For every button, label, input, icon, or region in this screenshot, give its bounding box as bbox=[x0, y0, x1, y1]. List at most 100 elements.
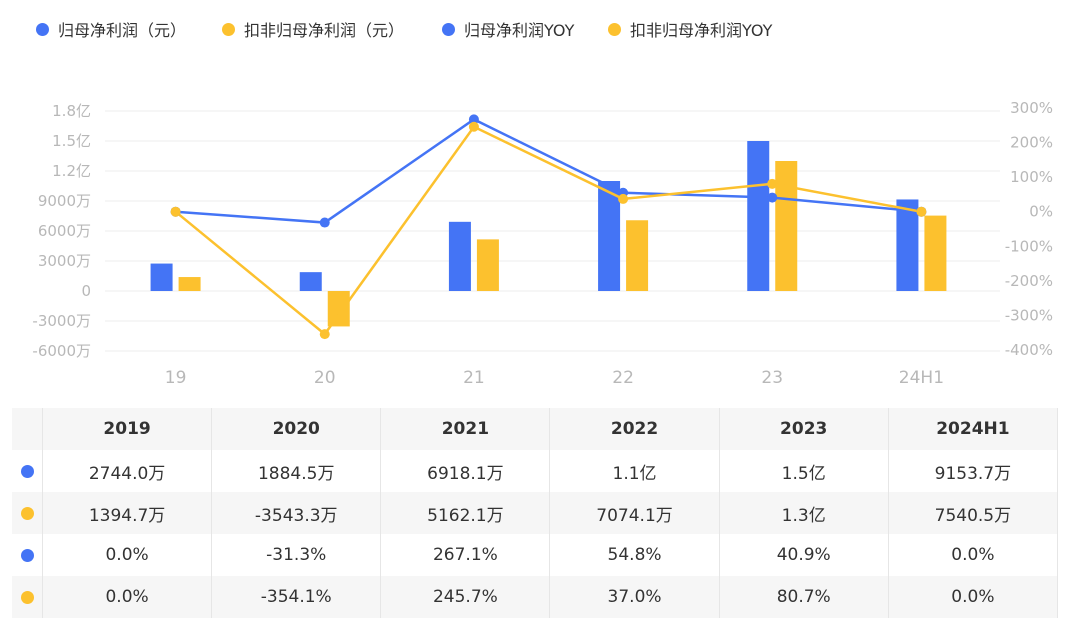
legend-label-net-profit-yoy: 归母净利润YOY bbox=[464, 21, 575, 40]
blue-dot-icon bbox=[20, 548, 34, 562]
profit-chart: 1.8亿 1.5亿 1.2亿 9000万 6000万 3000万 0 -3000万 -6000万… bbox=[32, 99, 1053, 388]
legend-dot-net-profit bbox=[36, 22, 49, 36]
right-axis-tick: 0% bbox=[1029, 203, 1053, 221]
table-row-deducted-profit-yoy: 0.0% -354.1% 245.7% 37.0% 80.7% 0.0% bbox=[12, 576, 1059, 618]
legend-dot-deducted-profit bbox=[222, 22, 235, 36]
left-axis-tick: 0 bbox=[81, 282, 91, 300]
blue-dot-icon bbox=[20, 464, 34, 478]
table-cell: 7540.5万 bbox=[888, 492, 1059, 534]
table-cell: 245.7% bbox=[380, 576, 551, 618]
x-axis-tick: 19 bbox=[165, 368, 187, 388]
table-cell: -31.3% bbox=[211, 534, 382, 576]
point-deducted-profit-yoy bbox=[916, 206, 927, 217]
table-cell: 1394.7万 bbox=[42, 492, 213, 534]
row-marker bbox=[12, 576, 43, 618]
table-cell: 1.3亿 bbox=[719, 492, 889, 534]
row-marker bbox=[12, 534, 43, 576]
right-axis-tick: 100% bbox=[1010, 168, 1053, 186]
row-marker bbox=[12, 450, 43, 492]
left-axis-tick: 6000万 bbox=[38, 222, 91, 240]
bar-deducted-profit bbox=[476, 239, 499, 291]
table-cell: 2744.0万 bbox=[42, 450, 213, 492]
legend-dot-net-profit-yoy bbox=[442, 22, 455, 36]
bar-net-profit bbox=[598, 181, 621, 291]
right-axis-tick: 300% bbox=[1010, 99, 1053, 117]
right-axis-tick: -300% bbox=[1005, 306, 1053, 324]
bar-deducted-profit bbox=[626, 220, 649, 291]
x-axis-tick: 23 bbox=[761, 368, 783, 388]
x-axis-tick: 21 bbox=[463, 368, 485, 388]
table-cell: 1.1亿 bbox=[549, 450, 720, 492]
table-row-deducted-profit: 1394.7万 -3543.3万 5162.1万 7074.1万 1.3亿 75… bbox=[12, 492, 1059, 534]
table-cell: 1.5亿 bbox=[719, 450, 889, 492]
header-cell: 2020 bbox=[211, 408, 382, 450]
right-axis-tick: -100% bbox=[1005, 237, 1053, 255]
table-cell: 267.1% bbox=[380, 534, 551, 576]
header-marker-cell bbox=[12, 408, 43, 450]
bar-net-profit bbox=[150, 263, 173, 291]
point-net-profit-yoy bbox=[319, 217, 330, 228]
line-net-profit-yoy bbox=[175, 117, 922, 224]
table-header-row: 2019 2020 2021 2022 2023 2024H1 bbox=[12, 408, 1059, 450]
left-axis-tick: 1.5亿 bbox=[52, 132, 91, 150]
left-axis-tick: 9000万 bbox=[38, 192, 91, 210]
point-deducted-profit-yoy bbox=[618, 193, 629, 204]
table-cell: 6918.1万 bbox=[380, 450, 551, 492]
point-deducted-profit-yoy bbox=[468, 121, 479, 132]
point-deducted-profit-yoy bbox=[170, 206, 181, 217]
legend-label-net-profit: 归母净利润（元） bbox=[58, 21, 187, 40]
table-cell: 0.0% bbox=[888, 576, 1059, 618]
bar-net-profit bbox=[448, 221, 471, 291]
legend-label-deducted-profit-yoy: 扣非归母净利润YOY bbox=[630, 21, 773, 40]
header-cell: 2024H1 bbox=[888, 408, 1059, 450]
x-axis-tick: 22 bbox=[612, 368, 634, 388]
bar-net-profit bbox=[896, 199, 919, 291]
bar-net-profit bbox=[747, 141, 770, 291]
chart-legend: 归母净利润（元） 扣非归母净利润（元） 归母净利润YOY 扣非归母净利润YOY bbox=[0, 14, 1080, 44]
legend-item-deducted-profit[interactable]: 扣非归母净利润（元） bbox=[222, 14, 404, 44]
left-axis-tick: -3000万 bbox=[32, 312, 91, 330]
legend-item-net-profit-yoy[interactable]: 归母净利润YOY bbox=[442, 14, 574, 44]
point-deducted-profit-yoy bbox=[319, 329, 330, 340]
left-axis-tick: 3000万 bbox=[38, 252, 91, 270]
x-axis-tick: 24H1 bbox=[899, 368, 944, 388]
table-cell: 40.9% bbox=[719, 534, 889, 576]
table-cell: -354.1% bbox=[211, 576, 382, 618]
table-cell: 0.0% bbox=[42, 534, 213, 576]
table-cell: 0.0% bbox=[888, 534, 1059, 576]
yellow-dot-icon bbox=[20, 506, 34, 520]
data-table: 2019 2020 2021 2022 2023 2024H1 2744.0万 … bbox=[12, 408, 1059, 618]
header-cell: 2019 bbox=[42, 408, 213, 450]
legend-label-deducted-profit: 扣非归母净利润（元） bbox=[244, 21, 405, 40]
bar-deducted-profit bbox=[775, 161, 798, 291]
bar-deducted-profit bbox=[327, 291, 350, 327]
legend-item-net-profit[interactable]: 归母净利润（元） bbox=[36, 14, 186, 44]
point-net-profit-yoy bbox=[767, 192, 778, 203]
row-marker bbox=[12, 492, 43, 534]
header-cell: 2023 bbox=[719, 408, 889, 450]
header-cell: 2022 bbox=[549, 408, 720, 450]
table-cell: -3543.3万 bbox=[211, 492, 382, 534]
bar-net-profit bbox=[299, 272, 322, 291]
point-deducted-profit-yoy bbox=[767, 178, 778, 189]
table-cell: 5162.1万 bbox=[380, 492, 551, 534]
legend-dot-deducted-profit-yoy bbox=[608, 22, 621, 36]
bar-deducted-profit bbox=[178, 277, 201, 291]
legend-item-deducted-profit-yoy[interactable]: 扣非归母净利润YOY bbox=[608, 14, 772, 44]
table-row-net-profit: 2744.0万 1884.5万 6918.1万 1.1亿 1.5亿 9153.7… bbox=[12, 450, 1059, 492]
left-axis-tick: -6000万 bbox=[32, 342, 91, 360]
left-axis-tick: 1.8亿 bbox=[52, 102, 91, 120]
line-deducted-profit-yoy bbox=[174, 125, 922, 336]
table-row-net-profit-yoy: 0.0% -31.3% 267.1% 54.8% 40.9% 0.0% bbox=[12, 534, 1059, 576]
header-cell: 2021 bbox=[380, 408, 551, 450]
x-axis-tick: 20 bbox=[314, 368, 336, 388]
bar-deducted-profit bbox=[924, 215, 947, 291]
table-cell: 7074.1万 bbox=[549, 492, 720, 534]
table-cell: 9153.7万 bbox=[888, 450, 1059, 492]
right-axis-tick: -200% bbox=[1005, 272, 1053, 290]
left-axis-tick: 1.2亿 bbox=[52, 162, 91, 180]
right-axis-tick: -400% bbox=[1005, 341, 1053, 359]
table-cell: 54.8% bbox=[549, 534, 720, 576]
right-axis-tick: 200% bbox=[1010, 134, 1053, 152]
table-cell: 80.7% bbox=[719, 576, 889, 618]
